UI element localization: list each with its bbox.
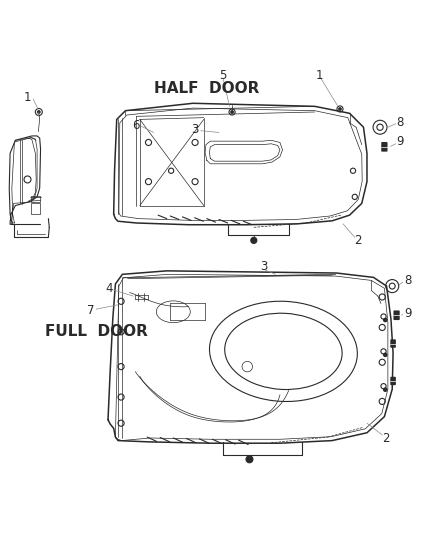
Circle shape [339, 108, 341, 110]
Text: 6: 6 [132, 118, 139, 132]
Circle shape [384, 388, 387, 391]
Circle shape [251, 237, 257, 244]
Circle shape [38, 111, 40, 114]
Bar [31, 196, 40, 202]
Text: HALF  DOOR: HALF DOOR [154, 80, 259, 95]
Text: 7: 7 [87, 303, 94, 317]
Bar [31, 204, 40, 214]
Text: 9: 9 [396, 135, 404, 148]
Text: 8: 8 [396, 116, 404, 128]
FancyBboxPatch shape [390, 377, 396, 385]
Circle shape [231, 111, 233, 114]
Text: 3: 3 [191, 123, 199, 136]
Circle shape [384, 318, 387, 322]
FancyBboxPatch shape [393, 310, 400, 320]
Text: 1: 1 [24, 91, 31, 104]
Circle shape [246, 456, 253, 463]
Text: 3: 3 [260, 260, 267, 273]
Circle shape [384, 353, 387, 357]
Text: 5: 5 [219, 69, 226, 83]
Text: 1: 1 [315, 69, 323, 83]
FancyBboxPatch shape [381, 142, 388, 152]
Text: 2: 2 [354, 234, 362, 247]
Text: 8: 8 [404, 274, 412, 287]
FancyBboxPatch shape [390, 340, 396, 348]
Text: 4: 4 [106, 282, 113, 295]
Text: FULL  DOOR: FULL DOOR [45, 324, 148, 340]
Text: 2: 2 [382, 432, 390, 445]
Text: 9: 9 [404, 306, 412, 320]
